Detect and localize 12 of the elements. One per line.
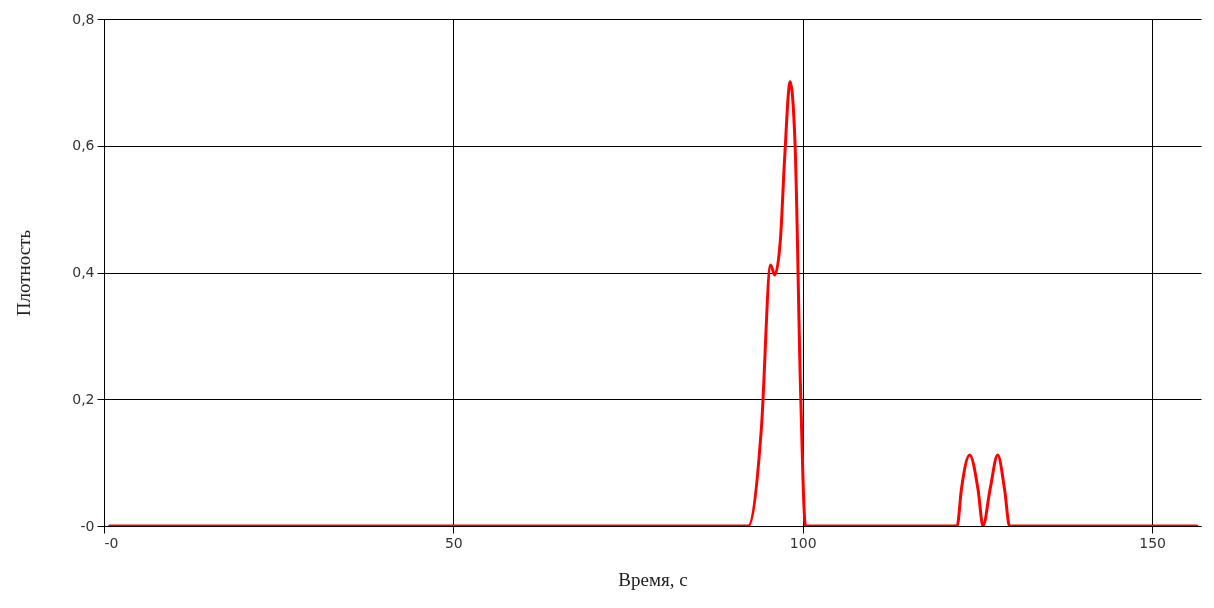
line-series <box>108 80 1199 526</box>
x-tick-label: 150 <box>1139 534 1166 551</box>
y-tick-label: 0,6 <box>72 137 95 154</box>
y-axis-title: Плотность <box>13 229 35 317</box>
x-tick-label: 50 <box>444 534 463 551</box>
y-tick-label: 0,4 <box>72 264 95 280</box>
y-tick-label: -0 <box>80 517 95 534</box>
y-tick-label: 0,8 <box>72 10 95 27</box>
x-tick-label: 100 <box>789 534 817 551</box>
x-tick-label: -0 <box>104 534 119 551</box>
x-axis-title: Время, с <box>618 568 688 590</box>
y-tick-label: 0,2 <box>72 390 95 407</box>
